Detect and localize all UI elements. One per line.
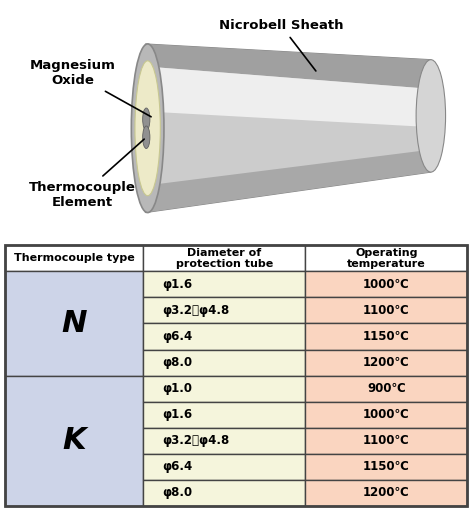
Polygon shape	[145, 66, 431, 127]
Text: N: N	[61, 309, 87, 338]
Ellipse shape	[135, 61, 160, 196]
Text: 1150℃: 1150℃	[363, 460, 410, 473]
Bar	[305, 323, 467, 350]
Bar	[143, 376, 305, 402]
Text: 1000℃: 1000℃	[363, 278, 410, 291]
Text: φ6.4: φ6.4	[162, 330, 192, 343]
Text: Thermocouple
Element: Thermocouple Element	[28, 139, 144, 208]
Text: φ3.2～φ4.8: φ3.2～φ4.8	[162, 434, 229, 447]
Bar	[5, 271, 143, 376]
Ellipse shape	[131, 44, 164, 213]
Text: φ1.6: φ1.6	[162, 408, 192, 421]
Bar	[143, 297, 305, 323]
Bar	[5, 376, 143, 506]
Polygon shape	[145, 150, 431, 213]
Ellipse shape	[143, 126, 150, 149]
Bar	[143, 428, 305, 454]
Text: φ1.0: φ1.0	[162, 382, 192, 395]
Text: 1100℃: 1100℃	[363, 304, 410, 317]
Text: φ3.2～φ4.8: φ3.2～φ4.8	[162, 304, 229, 317]
Ellipse shape	[143, 108, 150, 130]
Bar	[143, 271, 305, 297]
Polygon shape	[145, 44, 431, 213]
Bar	[305, 297, 467, 323]
Bar	[305, 402, 467, 428]
Bar	[143, 323, 305, 350]
Polygon shape	[145, 44, 431, 89]
Text: Operating
temperature: Operating temperature	[347, 247, 426, 269]
Bar	[143, 480, 305, 506]
Bar	[305, 350, 467, 376]
FancyBboxPatch shape	[0, 4, 472, 242]
Text: 1150℃: 1150℃	[363, 330, 410, 343]
Text: 1100℃: 1100℃	[363, 434, 410, 447]
Bar	[305, 271, 467, 297]
Bar	[143, 350, 305, 376]
Text: 900℃: 900℃	[367, 382, 406, 395]
Bar	[305, 454, 467, 480]
Text: φ1.6: φ1.6	[162, 278, 192, 291]
Text: Thermocouple type: Thermocouple type	[14, 253, 135, 263]
Bar	[305, 428, 467, 454]
Text: Magnesium
Oxide: Magnesium Oxide	[30, 59, 151, 117]
Ellipse shape	[416, 60, 446, 172]
Bar	[143, 245, 305, 271]
Text: φ6.4: φ6.4	[162, 460, 192, 473]
Text: 1000℃: 1000℃	[363, 408, 410, 421]
Bar	[305, 245, 467, 271]
Text: Nicrobell Sheath: Nicrobell Sheath	[219, 19, 344, 71]
Text: φ8.0: φ8.0	[162, 356, 192, 369]
Text: 1200℃: 1200℃	[363, 356, 410, 369]
Bar	[143, 402, 305, 428]
Bar	[305, 376, 467, 402]
Text: Diameter of
protection tube: Diameter of protection tube	[176, 247, 273, 269]
Bar	[5, 245, 143, 271]
Text: φ8.0: φ8.0	[162, 486, 192, 499]
Text: K: K	[62, 426, 86, 455]
Bar	[143, 454, 305, 480]
Bar	[305, 480, 467, 506]
Text: 1200℃: 1200℃	[363, 486, 410, 499]
